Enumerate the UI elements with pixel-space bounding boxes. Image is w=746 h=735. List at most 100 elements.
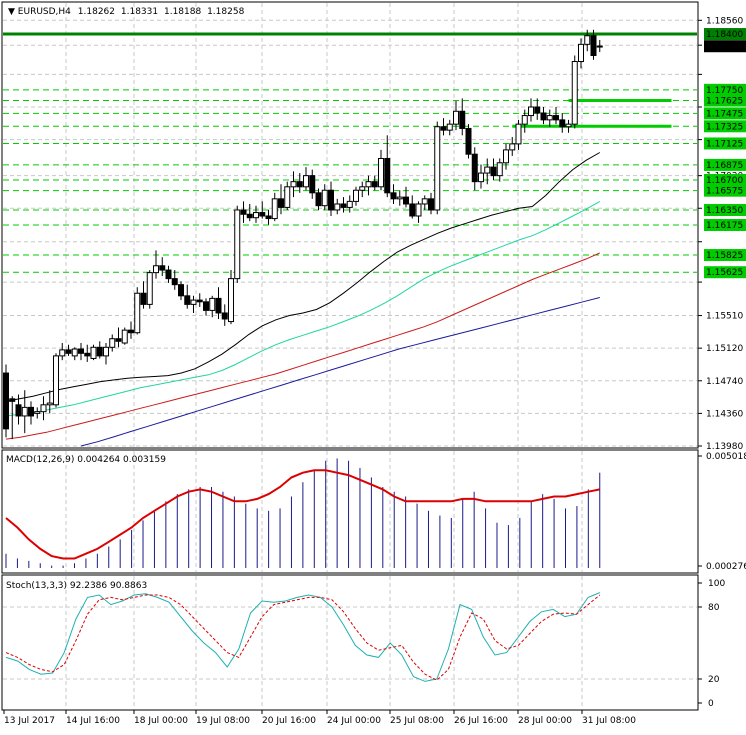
candle-body (34, 411, 41, 414)
price-label: 1.17750 (706, 86, 743, 96)
candle-body (203, 301, 209, 311)
macd-axis: 0.005018 0.000276 (698, 452, 746, 572)
candle-body (371, 181, 378, 188)
y-tick-label: 20 (708, 675, 720, 685)
candle-body (209, 297, 216, 311)
candle-body (440, 126, 447, 131)
time-axis: 13 Jul 2017 14 Jul 16:00 18 Jul 00:00 19 Ju… (3, 710, 636, 726)
candle-body (528, 106, 534, 117)
candle-body (359, 186, 366, 191)
candle-body (96, 346, 103, 357)
price-label-box (704, 83, 746, 96)
candle-body (40, 404, 47, 413)
candle-body (259, 212, 266, 217)
price-label: 1.17625 (706, 97, 743, 107)
x-tick-label: 14 Jul 16:00 (66, 716, 120, 726)
candle-body (265, 215, 272, 220)
candle-body (109, 338, 116, 348)
candle-body (453, 110, 459, 125)
moving-average-line (5, 200, 601, 417)
price-label: 1.16175 (706, 221, 743, 231)
candle-body (303, 175, 309, 188)
candle-body (140, 292, 147, 305)
candle-body (309, 175, 316, 194)
x-tick-label: 19 Jul 08:00 (196, 716, 250, 726)
candle-body (215, 297, 222, 314)
candle-body (390, 192, 397, 200)
x-tick-label: 13 Jul 2017 (4, 716, 55, 726)
candle-body (146, 272, 153, 305)
candle-body (484, 166, 491, 174)
candle-body (384, 157, 391, 194)
candle-body (53, 355, 59, 406)
stoch-title: Stoch(13,3,3) 92.2386 90.8863 (6, 581, 147, 591)
candle-body (471, 153, 478, 183)
candle-body (253, 212, 259, 219)
candle-body (165, 269, 172, 280)
candle-body (296, 181, 303, 188)
candle-body (315, 192, 322, 207)
y-tick-label: 1.14740 (706, 377, 743, 387)
moving-average-line (80, 297, 600, 447)
candle-body (478, 172, 484, 183)
price-label-box (704, 249, 746, 262)
candle-body (378, 157, 384, 188)
y-tick-label: 80 (708, 603, 720, 613)
candle-body (421, 198, 428, 205)
price-label: 1.16875 (706, 161, 743, 171)
candle-body (503, 149, 509, 164)
macd-panel-frame (1, 449, 699, 574)
candle-body (334, 203, 341, 211)
y-tick-label: 0.000276 (706, 562, 746, 572)
candle-body (396, 196, 403, 200)
candle-body (84, 352, 91, 357)
candle-body (28, 406, 34, 417)
candle-body (509, 143, 516, 151)
y-tick-label: 1.18560 (706, 16, 743, 26)
candle-body (159, 265, 166, 271)
candle-body (328, 189, 334, 211)
price-label: 1.17475 (706, 109, 743, 119)
candle-body (121, 329, 128, 344)
price-label: 1.15625 (706, 268, 743, 278)
candle-body (46, 402, 53, 406)
candle-body (290, 181, 297, 188)
candle-body (340, 203, 347, 208)
x-tick-label: 18 Jul 00:00 (134, 716, 188, 726)
candle-body (234, 209, 241, 280)
candle-body (221, 312, 228, 320)
candle-body (346, 200, 353, 208)
price-label-box (704, 28, 746, 41)
candle-body (496, 162, 503, 177)
candle-body (365, 181, 372, 188)
x-tick-label: 25 Jul 08:00 (390, 716, 444, 726)
candle-body (65, 349, 72, 354)
candle-body (540, 112, 547, 121)
price-label: 1.17125 (706, 139, 743, 149)
candle-body (71, 348, 78, 357)
candle-body (521, 115, 528, 125)
candle-body (434, 126, 441, 211)
moving-average-line (5, 252, 601, 440)
candle-body (171, 278, 178, 286)
price-axis: 1.185601.182701.170301.155101.151201.147… (698, 16, 746, 452)
candle-body (90, 346, 97, 359)
stoch-line (5, 592, 600, 682)
stoch-grid (3, 606, 697, 680)
candle-body (228, 278, 234, 323)
price-label-box (704, 94, 746, 107)
candle-body (115, 338, 122, 342)
candle-body (153, 265, 159, 274)
price-label: 1.18400 (706, 30, 743, 40)
x-tick-label: 24 Jul 00:00 (327, 716, 381, 726)
x-tick-label: 31 Jul 08:00 (582, 716, 636, 726)
candle-body (465, 127, 472, 155)
candle-body (284, 186, 291, 208)
macd-signal-line (5, 469, 600, 560)
x-tick-label: 20 Jul 16:00 (262, 716, 316, 726)
candle-body (78, 348, 84, 354)
candle-body (321, 189, 328, 207)
price-label-box (704, 184, 746, 197)
